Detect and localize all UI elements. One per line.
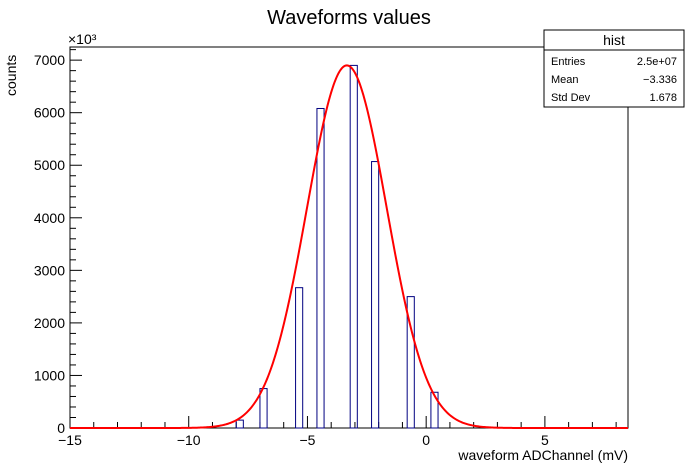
- x-tick-label: −5: [299, 432, 315, 448]
- histogram-bar: [235, 419, 244, 429]
- y-tick-label: 6000: [34, 105, 65, 121]
- stats-entries-label: Entries: [551, 56, 586, 68]
- chart-title: Waveforms values: [267, 7, 431, 29]
- stats-mean-value: −3.336: [643, 74, 677, 86]
- histogram-bar: [371, 161, 380, 429]
- histogram-bar: [316, 107, 325, 429]
- y-multiplier-label: ×10³: [68, 31, 97, 47]
- histogram-bar: [259, 388, 268, 429]
- histogram-bar: [349, 64, 358, 429]
- gaussian-fit-curve: [70, 64, 628, 429]
- stats-box: hist Entries 2.5e+07 Mean −3.336 Std Dev…: [543, 29, 685, 108]
- histogram-bar: [406, 296, 415, 429]
- y-tick-label: 3000: [34, 262, 65, 278]
- x-tick-label: 5: [541, 432, 549, 448]
- stats-mean-label: Mean: [551, 74, 579, 86]
- y-tick-label: 2000: [34, 315, 65, 331]
- y-tick-label: 5000: [34, 157, 65, 173]
- y-tick-label: 7000: [34, 52, 65, 68]
- x-tick-label: 0: [422, 432, 430, 448]
- y-tick-label: 4000: [34, 210, 65, 226]
- x-axis-label: waveform ADChannel (mV): [457, 447, 628, 463]
- stats-stddev-value: 1.678: [649, 92, 677, 104]
- stats-stddev-label: Std Dev: [551, 92, 591, 104]
- x-tick-label: −10: [177, 432, 201, 448]
- y-tick-label: 1000: [34, 367, 65, 383]
- plot-frame: [69, 46, 629, 429]
- stats-box-title: hist: [603, 32, 625, 48]
- histogram-bars: [235, 64, 439, 429]
- y-axis-ticks: 0 1000 2000 3000 4000 5000 6000 7000: [34, 49, 82, 436]
- stats-entries-value: 2.5e+07: [637, 56, 677, 68]
- y-axis-label: counts: [3, 55, 19, 96]
- y-tick-label: 0: [57, 420, 65, 436]
- x-tick-label: −15: [58, 432, 82, 448]
- histogram-bar: [295, 287, 304, 429]
- histogram-bar: [430, 391, 439, 429]
- x-axis-ticks: −15 −10 −5 0 5: [58, 416, 617, 448]
